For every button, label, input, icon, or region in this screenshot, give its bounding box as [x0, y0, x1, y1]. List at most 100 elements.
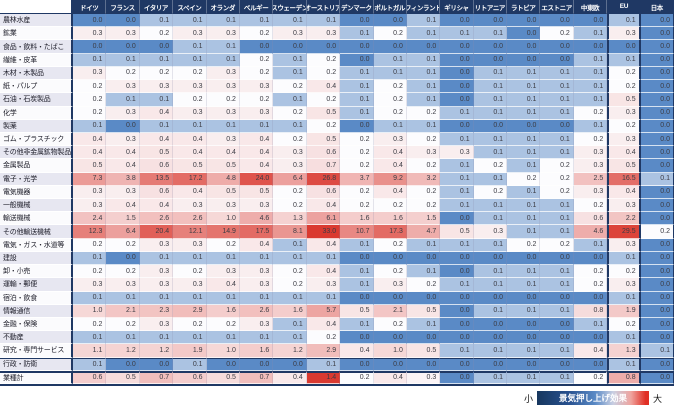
heatmap-cell: 0.1	[540, 106, 574, 120]
heatmap-cell: 0.0	[440, 14, 474, 28]
heatmap-cell: 0.2	[239, 93, 274, 107]
heatmap-cell: 0.1	[273, 14, 307, 28]
heatmap-cell: 0.0	[440, 357, 474, 371]
heatmap-cell: 0.1	[239, 291, 274, 305]
heatmap-cell: 0.2	[106, 265, 140, 279]
row-label: 木材・木製品	[0, 66, 73, 81]
heatmap-cell: 0.3	[239, 317, 274, 332]
heatmap-cell: 0.3	[473, 225, 508, 239]
heatmap-cell: 0.1	[273, 53, 307, 67]
heatmap-cell: 0.3	[106, 185, 140, 199]
heatmap-cell: 0.1	[273, 66, 307, 81]
heatmap-cell: 0.1	[239, 119, 274, 133]
heatmap-cell: 0.2	[106, 66, 140, 81]
heatmap-cell: 0.2	[406, 278, 441, 292]
heatmap-cell: 0.0	[373, 251, 407, 266]
heatmap-cell: 0.1	[139, 14, 174, 28]
heatmap-cell: 0.1	[340, 93, 374, 107]
column-header: フィンランド	[406, 0, 441, 14]
heatmap-cell: 0.0	[440, 317, 474, 332]
heatmap-cell: 0.0	[640, 119, 674, 133]
heatmap-cell: 0.0	[507, 53, 541, 67]
heatmap-cell: 4.7	[406, 225, 441, 239]
heatmap-cell: 2.9	[173, 304, 207, 318]
heatmap-cell: 0.2	[473, 185, 508, 199]
heatmap-cell: 26.8	[306, 172, 341, 186]
heatmap-cell: 2.1	[373, 304, 407, 318]
heatmap-cell: 0.3	[139, 80, 174, 94]
heatmap-cell: 0.0	[373, 40, 407, 54]
heatmap-cell: 1.5	[406, 212, 441, 226]
heatmap-cell: 16.5	[607, 172, 641, 186]
heatmap-cell: 0.2	[340, 370, 374, 384]
heatmap-cell: 0.0	[440, 119, 474, 133]
row-label: 不動産	[0, 331, 73, 345]
heatmap-cell: 0.0	[473, 53, 508, 67]
industry-country-heatmap: ドイツ フランス イタリア スペイン オランダ ベルギー スウェーデン オーストリア デンマーク…	[0, 0, 674, 386]
heatmap-cell: 1.6	[273, 304, 307, 318]
heatmap-cell: 0.5	[607, 93, 641, 107]
heatmap-cell: 0.3	[406, 146, 441, 160]
heatmap-cell: 0.2	[273, 185, 307, 199]
heatmap-cell: 0.0	[340, 40, 374, 54]
heatmap-cell: 0.2	[106, 317, 140, 332]
heatmap-cell: 0.1	[607, 357, 641, 371]
heatmap-cell: 0.1	[607, 14, 641, 28]
heatmap-cell: 0.3	[306, 278, 341, 292]
heatmap-cell: 0.0	[340, 119, 374, 133]
heatmap-cell: 0.6	[73, 370, 107, 384]
heatmap-cell: 0.3	[573, 159, 608, 173]
heatmap-cell: 0.0	[573, 331, 608, 345]
heatmap-cell: 6.4	[106, 225, 140, 239]
heatmap-cell: 0.0	[373, 14, 407, 28]
heatmap-cell: 0.1	[507, 159, 541, 173]
heatmap-cell: 0.1	[507, 278, 541, 292]
heatmap-cell: 0.3	[206, 66, 240, 81]
column-header: ドイツ	[73, 0, 107, 14]
heatmap-cell: 0.0	[473, 119, 508, 133]
heatmap-cell: 0.1	[73, 53, 107, 67]
heatmap-cell: 0.1	[139, 251, 174, 266]
heatmap-cell: 7.3	[73, 172, 107, 186]
row-label: ゴム・プラスチック	[0, 132, 73, 147]
heatmap-cell: 0.8	[573, 304, 608, 318]
heatmap-cell: 0.1	[406, 119, 441, 133]
heatmap-cell: 0.6	[139, 159, 174, 173]
heatmap-cell: 0.1	[640, 172, 674, 186]
heatmap-cell: 0.3	[173, 106, 207, 120]
heatmap-cell: 0.3	[406, 370, 441, 384]
heatmap-cell: 0.1	[440, 278, 474, 292]
heatmap-cell: 0.1	[540, 146, 574, 160]
heatmap-cell: 0.3	[106, 132, 140, 147]
heatmap-cell: 0.4	[306, 80, 341, 94]
heatmap-cell: 0.0	[640, 106, 674, 120]
heatmap-cell: 0.3	[273, 146, 307, 160]
heatmap-cell: 0.0	[507, 357, 541, 371]
heatmap-cell: 0.1	[406, 14, 441, 28]
row-label: 繊維・皮革	[0, 53, 73, 67]
heatmap-cell: 0.1	[507, 66, 541, 81]
heatmap-cell: 0.2	[406, 199, 441, 213]
heatmap-cell: 0.0	[540, 317, 574, 332]
heatmap-cell: 0.0	[507, 317, 541, 332]
heatmap-cell: 2.9	[306, 344, 341, 358]
heatmap-cell: 0.1	[473, 80, 508, 94]
heatmap-cell: 0.1	[473, 199, 508, 213]
heatmap-cell: 0.1	[440, 199, 474, 213]
heatmap-cell: 0.1	[206, 14, 240, 28]
heatmap-cell: 0.1	[106, 331, 140, 345]
heatmap-cell: 1.6	[239, 344, 274, 358]
row-label: 化学	[0, 106, 73, 120]
heatmap-cell: 0.2	[406, 106, 441, 120]
heatmap-cell: 0.2	[306, 66, 341, 81]
row-label: 金融・保険	[0, 317, 73, 332]
heatmap-cell: 0.0	[106, 14, 140, 28]
heatmap-cell: 0.1	[540, 370, 574, 384]
heatmap-cell: 0.1	[206, 119, 240, 133]
heatmap-cell: 1.9	[173, 344, 207, 358]
column-header: ポルトガル	[373, 0, 407, 14]
heatmap-cell: 1.3	[273, 212, 307, 226]
heatmap-cell: 0.1	[173, 119, 207, 133]
heatmap-cell: 0.4	[106, 159, 140, 173]
heatmap-cell: 0.2	[306, 331, 341, 345]
